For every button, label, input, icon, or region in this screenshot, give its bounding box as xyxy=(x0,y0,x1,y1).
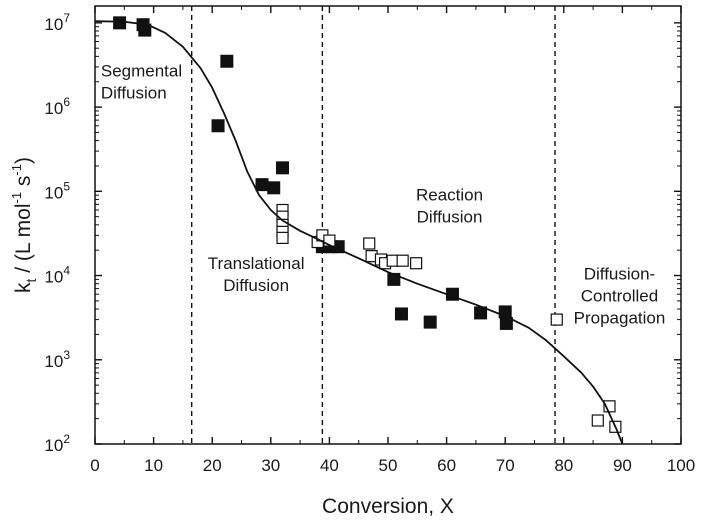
open-square-point xyxy=(410,257,423,270)
open-square-point xyxy=(603,400,616,413)
open-square-point xyxy=(363,237,376,250)
filled-square-point xyxy=(267,181,281,195)
x-tick-label: 80 xyxy=(554,456,573,475)
open-square-point xyxy=(386,254,399,267)
open-square-point xyxy=(276,231,289,244)
x-tick-label: 30 xyxy=(261,456,280,475)
filled-square-point xyxy=(220,54,234,68)
model-fit-curve xyxy=(94,20,624,445)
filled-square-point xyxy=(113,16,127,30)
x-tick-label: 90 xyxy=(613,456,632,475)
y-tick-label: 105 xyxy=(44,179,70,202)
open-square-point xyxy=(550,313,563,326)
filled-square-point xyxy=(394,307,408,321)
regime-annotation: Reaction Diffusion xyxy=(416,185,483,226)
x-tick-label: 20 xyxy=(203,456,222,475)
x-tick-label: 50 xyxy=(379,456,398,475)
x-tick-label: 0 xyxy=(90,456,99,475)
regime-annotation: Diffusion-Controlled Propagation xyxy=(574,264,666,327)
x-tick-label: 40 xyxy=(320,456,339,475)
regime-annotation: Segmental Diffusion xyxy=(101,62,182,103)
y-axis-label: kt / (L mol-1 s-1) xyxy=(9,157,39,293)
x-tick-label: 10 xyxy=(144,456,163,475)
filled-square-point xyxy=(276,161,290,175)
x-axis-label: Conversion, X xyxy=(322,495,454,518)
y-tick-label: 103 xyxy=(44,348,70,371)
filled-square-point xyxy=(255,178,269,192)
y-tick-label: 106 xyxy=(44,95,70,118)
open-square-point xyxy=(396,254,409,267)
y-tick-label: 104 xyxy=(44,264,70,287)
x-tick-label: 60 xyxy=(437,456,456,475)
open-square-point xyxy=(591,414,604,427)
x-tick-label: 70 xyxy=(496,456,515,475)
y-tick-label: 107 xyxy=(44,11,70,34)
regime-annotation: Translational Diffusion xyxy=(208,254,305,295)
filled-square-point xyxy=(423,315,437,329)
x-tick-label: 100 xyxy=(667,456,695,475)
plot-frame xyxy=(94,5,682,445)
y-tick-label: 102 xyxy=(44,432,70,455)
filled-square-point xyxy=(211,119,225,133)
